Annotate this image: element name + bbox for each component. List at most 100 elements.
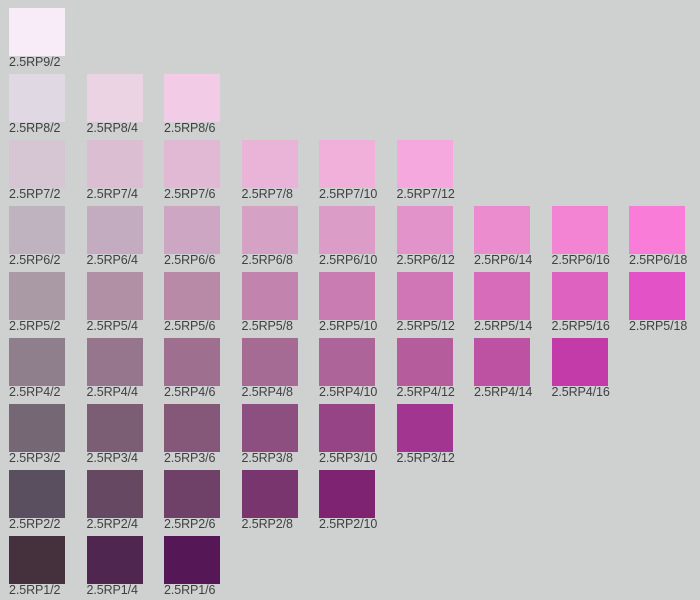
color-swatch <box>474 338 530 386</box>
color-chip-label: 2.5RP4/6 <box>164 385 216 399</box>
color-swatch <box>9 470 65 518</box>
color-swatch <box>164 74 220 122</box>
color-chip: 2.5RP1/6 <box>155 528 229 597</box>
color-swatch <box>241 404 298 452</box>
color-chip-label: 2.5RP4/12 <box>396 385 455 399</box>
color-chip-label: 2.5RP5/14 <box>474 319 533 333</box>
color-swatch <box>9 206 65 254</box>
color-swatch <box>164 272 220 320</box>
color-chip-label: 2.5RP5/10 <box>319 319 378 333</box>
color-chip-label: 2.5RP4/14 <box>474 385 533 399</box>
color-chip: 2.5RP2/4 <box>78 462 152 531</box>
color-chip-label: 2.5RP7/2 <box>9 187 61 201</box>
color-swatch <box>164 140 220 188</box>
color-chip: 2.5RP7/2 <box>0 132 74 201</box>
color-chip-label: 2.5RP4/4 <box>86 385 138 399</box>
color-chip-label: 2.5RP5/18 <box>629 319 688 333</box>
color-chip: 2.5RP1/2 <box>0 528 74 597</box>
color-swatch <box>86 272 143 320</box>
color-swatch <box>319 470 375 518</box>
color-swatch <box>319 404 375 452</box>
color-swatch <box>474 206 530 254</box>
color-swatch <box>551 206 608 254</box>
color-chip-label: 2.5RP6/16 <box>551 253 610 267</box>
color-chip-label: 2.5RP6/10 <box>319 253 378 267</box>
color-chip-label: 2.5RP3/10 <box>319 451 378 465</box>
color-chip-label: 2.5RP5/2 <box>9 319 61 333</box>
color-chip: 2.5RP6/18 <box>620 198 694 267</box>
color-chip: 2.5RP5/4 <box>78 264 152 333</box>
color-chip: 2.5RP7/8 <box>233 132 307 201</box>
color-chip: 2.5RP7/12 <box>388 132 462 201</box>
color-chip-label: 2.5RP1/2 <box>9 583 61 597</box>
color-chip: 2.5RP6/14 <box>465 198 539 267</box>
color-chip: 2.5RP8/2 <box>0 66 74 135</box>
color-swatch <box>319 272 375 320</box>
color-swatch <box>9 272 65 320</box>
color-chip-label: 2.5RP6/4 <box>86 253 138 267</box>
color-swatch <box>319 206 375 254</box>
color-chip-label: 2.5RP8/4 <box>86 121 138 135</box>
color-chip: 2.5RP4/16 <box>543 330 617 399</box>
color-chip-label: 2.5RP2/8 <box>241 517 293 531</box>
color-chip: 2.5RP3/4 <box>78 396 152 465</box>
color-chip: 2.5RP6/10 <box>310 198 384 267</box>
color-chip: 2.5RP6/2 <box>0 198 74 267</box>
color-chip-label: 2.5RP2/6 <box>164 517 216 531</box>
color-chip: 2.5RP6/6 <box>155 198 229 267</box>
color-swatch <box>241 140 298 188</box>
color-chip: 2.5RP5/14 <box>465 264 539 333</box>
color-chip-label: 2.5RP8/2 <box>9 121 61 135</box>
color-swatch <box>164 536 220 584</box>
color-chip: 2.5RP6/16 <box>543 198 617 267</box>
color-chip-label: 2.5RP2/2 <box>9 517 61 531</box>
color-chip-label: 2.5RP7/12 <box>396 187 455 201</box>
color-swatch <box>86 140 143 188</box>
color-chip: 2.5RP6/4 <box>78 198 152 267</box>
color-swatch <box>241 206 298 254</box>
color-swatch <box>629 206 685 254</box>
color-chip-label: 2.5RP3/2 <box>9 451 61 465</box>
color-swatch <box>9 404 65 452</box>
color-chip-label: 2.5RP4/2 <box>9 385 61 399</box>
color-swatch <box>396 338 453 386</box>
color-chip-label: 2.5RP4/8 <box>241 385 293 399</box>
color-chip-label: 2.5RP3/6 <box>164 451 216 465</box>
color-chip-label: 2.5RP5/12 <box>396 319 455 333</box>
color-chip: 2.5RP5/18 <box>620 264 694 333</box>
color-chip: 2.5RP3/10 <box>310 396 384 465</box>
color-chip: 2.5RP4/6 <box>155 330 229 399</box>
color-swatch <box>241 470 298 518</box>
color-chip: 2.5RP6/12 <box>388 198 462 267</box>
color-swatch <box>629 272 685 320</box>
color-chip-label: 2.5RP4/16 <box>551 385 610 399</box>
color-swatch <box>551 272 608 320</box>
color-swatch <box>164 470 220 518</box>
color-chip: 2.5RP4/4 <box>78 330 152 399</box>
color-chip: 2.5RP5/2 <box>0 264 74 333</box>
color-swatch <box>86 74 143 122</box>
color-chip-label: 2.5RP6/14 <box>474 253 533 267</box>
color-chip: 2.5RP2/6 <box>155 462 229 531</box>
color-chip: 2.5RP4/10 <box>310 330 384 399</box>
color-chip-label: 2.5RP6/2 <box>9 253 61 267</box>
color-chip-label: 2.5RP7/4 <box>86 187 138 201</box>
color-swatch <box>164 206 220 254</box>
color-swatch <box>9 74 65 122</box>
color-chip: 2.5RP9/2 <box>0 0 74 69</box>
color-chip-label: 2.5RP3/4 <box>86 451 138 465</box>
color-chip: 2.5RP7/10 <box>310 132 384 201</box>
color-swatch <box>241 272 298 320</box>
color-swatch <box>9 140 65 188</box>
color-swatch <box>319 140 375 188</box>
color-chip: 2.5RP5/10 <box>310 264 384 333</box>
color-swatch <box>319 338 375 386</box>
color-swatch <box>86 206 143 254</box>
color-chip-label: 2.5RP7/10 <box>319 187 378 201</box>
color-chip-label: 2.5RP1/4 <box>86 583 138 597</box>
color-chip: 2.5RP2/10 <box>310 462 384 531</box>
color-swatch <box>241 338 298 386</box>
color-swatch <box>9 8 65 56</box>
color-swatch <box>396 272 453 320</box>
